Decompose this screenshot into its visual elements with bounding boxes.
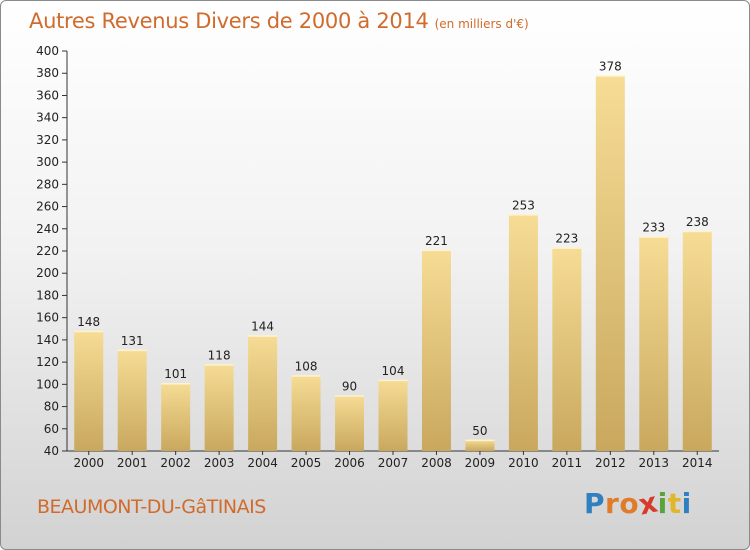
y-tick-label: 380	[36, 66, 59, 80]
y-tick-label: 140	[36, 333, 59, 347]
y-tick-label: 320	[36, 133, 59, 147]
y-tick-label: 360	[36, 88, 59, 102]
logo-letter: r	[605, 487, 620, 520]
x-tick-label-2007: 2007	[378, 456, 409, 470]
y-tick-label: 100	[36, 377, 59, 391]
data-label-2007: 104	[382, 364, 405, 378]
bar-2001	[117, 349, 147, 451]
x-tick-label-2001: 2001	[117, 456, 148, 470]
x-tick-label-2003: 2003	[204, 456, 235, 470]
bar-2004	[248, 335, 278, 451]
y-tick-label: 180	[36, 288, 59, 302]
x-tick-label-2008: 2008	[421, 456, 452, 470]
x-tick-label-2014: 2014	[682, 456, 713, 470]
x-tick-label-2011: 2011	[552, 456, 583, 470]
y-tick-label: 400	[36, 44, 59, 58]
y-tick-label: 340	[36, 111, 59, 125]
bar-2002	[161, 383, 191, 451]
chart-subtitle: (en milliers d'€)	[434, 17, 529, 31]
y-tick-label: 260	[36, 200, 59, 214]
x-tick-label-2012: 2012	[595, 456, 626, 470]
chart-title-text: Autres Revenus Divers de 2000 à 2014	[29, 9, 429, 33]
bar-2008	[421, 249, 451, 451]
bar-2009	[465, 439, 495, 451]
data-label-2005: 108	[295, 359, 318, 373]
bar-2011	[552, 247, 582, 451]
bar-2013	[639, 236, 669, 451]
y-tick-label: 40	[44, 444, 59, 458]
data-label-2009: 50	[472, 424, 487, 438]
data-label-2011: 223	[555, 232, 578, 246]
y-tick-label: 60	[44, 422, 59, 436]
x-tick-label-2005: 2005	[291, 456, 322, 470]
y-tick-label: 240	[36, 222, 59, 236]
y-tick-label: 80	[44, 400, 59, 414]
chart-title: Autres Revenus Divers de 2000 à 2014 (en …	[29, 9, 529, 33]
x-tick-label-2004: 2004	[247, 456, 278, 470]
bar-2000	[74, 331, 104, 451]
bar-2005	[291, 375, 321, 451]
data-label-2008: 221	[425, 234, 448, 248]
logo-letter: o	[619, 487, 640, 520]
bar-2007	[378, 379, 408, 451]
data-label-2014: 238	[686, 215, 709, 229]
x-tick-label-2009: 2009	[465, 456, 496, 470]
y-tick-label: 160	[36, 311, 59, 325]
y-axis: 40 60 80 100 120 140 160 180 200 220 240 260 280 300 3…	[36, 44, 68, 458]
bar-2012	[595, 75, 625, 451]
logo-letter: t	[667, 487, 682, 520]
bars	[74, 75, 712, 451]
y-tick-label: 200	[36, 266, 59, 280]
x-tick-label-2013: 2013	[639, 456, 670, 470]
x-tick-label-2010: 2010	[508, 456, 539, 470]
x-tick-label-2002: 2002	[160, 456, 191, 470]
data-label-2010: 253	[512, 198, 535, 212]
data-label-2013: 233	[642, 221, 665, 235]
logo-letter: P	[584, 487, 606, 520]
x-axis: 2000 2001 2002 2003 2004 2005 2006 2007 2008 2009…	[67, 450, 719, 470]
data-label-2012: 378	[599, 59, 622, 73]
data-label-2000: 148	[77, 315, 100, 329]
proxiti-logo: Proxiti	[584, 485, 692, 521]
bar-2003	[204, 364, 234, 451]
data-labels: 148 131 101 118 144 108 90 104 221 50 253 223 378 233…	[77, 59, 708, 437]
data-label-2004: 144	[251, 319, 274, 333]
data-label-2001: 131	[121, 334, 144, 348]
data-label-2002: 101	[164, 367, 187, 381]
bar-2006	[335, 395, 365, 451]
data-label-2003: 118	[208, 348, 231, 362]
logo-letter: i	[681, 487, 692, 520]
y-tick-label: 120	[36, 355, 59, 369]
x-tick-label-2000: 2000	[73, 456, 104, 470]
logo-letter: i	[657, 487, 668, 520]
y-tick-label: 220	[36, 244, 59, 258]
y-tick-label: 280	[36, 177, 59, 191]
x-tick-label-2006: 2006	[334, 456, 365, 470]
y-tick-label: 300	[36, 155, 59, 169]
data-label-2006: 90	[342, 379, 357, 393]
bar-2010	[508, 214, 538, 451]
bar-2014	[682, 231, 712, 451]
commune-name: BEAUMONT-DU-GâTINAIS	[37, 496, 266, 518]
